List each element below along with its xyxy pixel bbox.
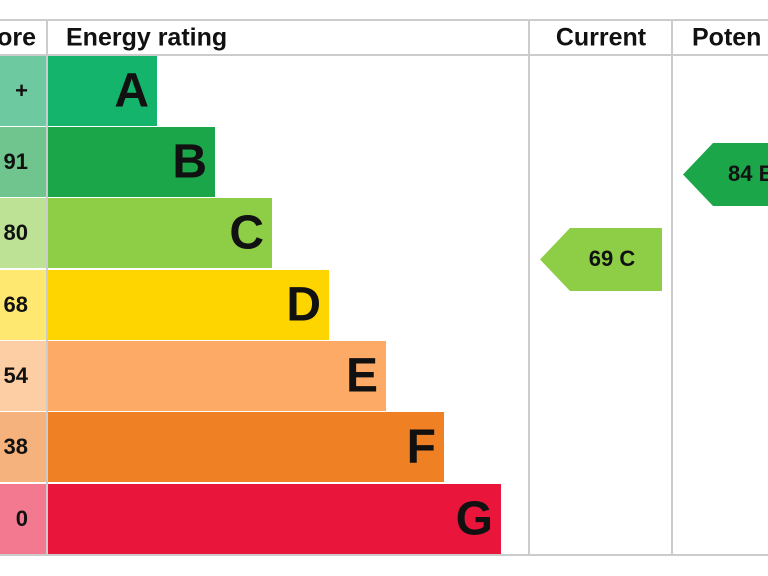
score-cell: [0, 341, 46, 411]
band-letter: D: [286, 279, 321, 332]
rating-bar: [48, 198, 272, 268]
header-current: Current: [556, 24, 647, 52]
score-label: +: [15, 78, 28, 103]
score-label: 54: [4, 363, 29, 388]
header-score: ore: [0, 24, 36, 52]
rating-bar: [48, 412, 444, 482]
rating-bar: [48, 127, 215, 197]
band-letter: A: [114, 65, 149, 118]
score-label: 91: [4, 149, 28, 174]
band-letter: E: [346, 350, 378, 403]
score-label: 80: [4, 220, 28, 245]
band-letter: C: [229, 207, 264, 260]
potential-arrow: [683, 143, 768, 206]
rating-bar: [48, 270, 329, 340]
score-cell: [0, 198, 46, 268]
current-arrow: [540, 228, 662, 291]
header-potential: Poten: [692, 24, 761, 52]
band-letter: B: [172, 136, 207, 189]
score-label: 0: [16, 506, 28, 531]
rating-bar: [48, 484, 501, 554]
score-label: 68: [4, 292, 28, 317]
score-label: 38: [4, 434, 28, 459]
potential-label: 84 B: [728, 161, 768, 186]
score-cell: [0, 484, 46, 554]
band-letter: G: [456, 493, 493, 546]
current-label: 69 C: [589, 246, 636, 271]
score-cell: [0, 127, 46, 197]
header-rating: Energy rating: [66, 24, 227, 52]
rating-bar: [48, 341, 386, 411]
band-letter: F: [407, 421, 436, 474]
rating-bar: [48, 56, 157, 126]
score-cell: [0, 56, 46, 126]
rating-rows: + A 91 B 80 C 68 D 54 E 38 F 0 G: [0, 56, 501, 554]
score-cell: [0, 412, 46, 482]
score-cell: [0, 270, 46, 340]
